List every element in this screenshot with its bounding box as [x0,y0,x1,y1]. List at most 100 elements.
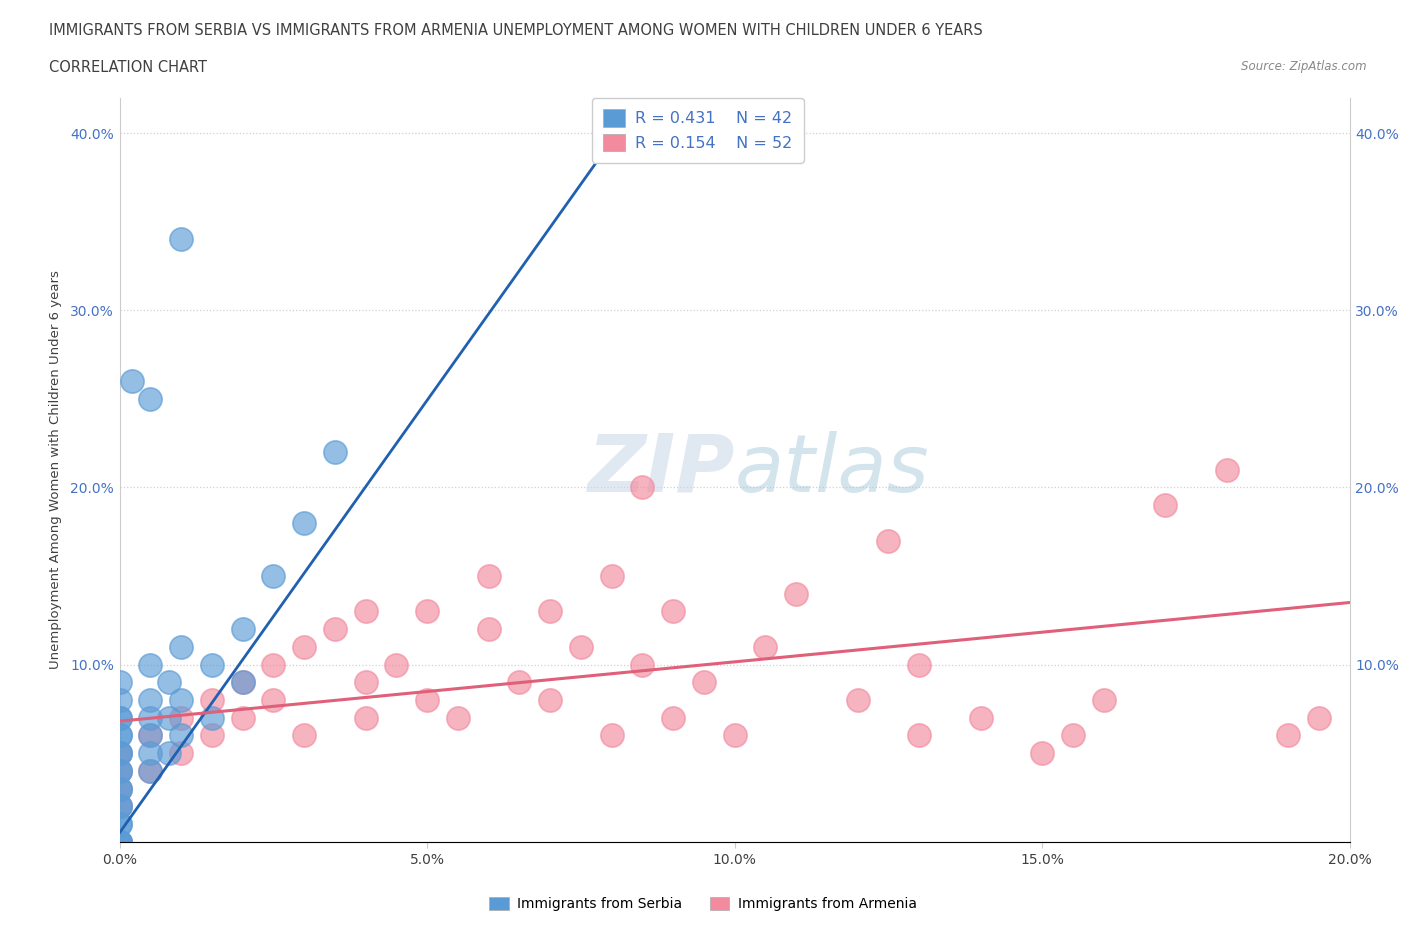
Point [108,711,131,725]
Point [139,764,162,778]
Point [231,675,254,690]
Point [108,799,131,814]
Point [139,746,162,761]
Point [231,675,254,690]
Point [323,445,346,459]
Point [569,639,592,654]
Point [201,711,224,725]
Text: IMMIGRANTS FROM SERBIA VS IMMIGRANTS FROM ARMENIA UNEMPLOYMENT AMONG WOMEN WITH : IMMIGRANTS FROM SERBIA VS IMMIGRANTS FRO… [49,23,983,38]
Point [139,392,162,406]
Point [292,639,315,654]
Point [108,834,131,849]
Point [108,834,131,849]
Point [170,232,193,246]
Point [139,728,162,743]
Point [108,746,131,761]
Point [108,817,131,831]
Point [662,711,685,725]
Legend: Immigrants from Serbia, Immigrants from Armenia: Immigrants from Serbia, Immigrants from … [482,891,924,919]
Point [108,781,131,796]
Point [508,675,530,690]
Point [1031,746,1053,761]
Point [231,711,254,725]
Y-axis label: Unemployment Among Women with Children Under 6 years: Unemployment Among Women with Children U… [49,271,62,669]
Point [477,621,501,636]
Point [157,746,180,761]
Point [908,728,931,743]
Point [108,834,131,849]
Point [139,693,162,708]
Point [1308,711,1330,725]
Point [108,764,131,778]
Point [877,533,900,548]
Point [723,728,745,743]
Point [323,621,346,636]
Point [108,711,131,725]
Point [262,658,284,672]
Point [170,693,193,708]
Point [231,621,254,636]
Point [108,728,131,743]
Text: ZIP: ZIP [588,431,734,509]
Point [108,781,131,796]
Point [600,568,623,583]
Text: CORRELATION CHART: CORRELATION CHART [49,60,207,75]
Point [139,764,162,778]
Point [1215,462,1237,477]
Point [108,675,131,690]
Point [139,728,162,743]
Point [292,515,315,530]
Point [108,746,131,761]
Point [754,639,776,654]
Point [139,711,162,725]
Point [201,693,224,708]
Point [477,568,501,583]
Point [170,639,193,654]
Point [108,817,131,831]
Point [908,658,931,672]
Point [354,711,377,725]
Point [354,675,377,690]
Point [262,568,284,583]
Point [416,604,439,618]
Point [157,675,180,690]
Point [108,728,131,743]
Point [1062,728,1084,743]
Point [693,675,716,690]
Point [170,746,193,761]
Point [1154,498,1177,512]
Point [1092,693,1115,708]
Point [662,604,685,618]
Point [354,604,377,618]
Point [970,711,993,725]
Point [262,693,284,708]
Text: atlas: atlas [734,431,929,509]
Point [416,693,439,708]
Legend: R = 0.431    N = 42, R = 0.154    N = 52: R = 0.431 N = 42, R = 0.154 N = 52 [592,99,803,163]
Point [108,693,131,708]
Point [108,799,131,814]
Point [447,711,470,725]
Point [108,764,131,778]
Point [121,374,143,389]
Point [108,764,131,778]
Point [631,480,654,495]
Text: Source: ZipAtlas.com: Source: ZipAtlas.com [1241,60,1367,73]
Point [846,693,869,708]
Point [538,604,561,618]
Point [139,658,162,672]
Point [201,728,224,743]
Point [108,834,131,849]
Point [292,728,315,743]
Point [157,711,180,725]
Point [385,658,408,672]
Point [785,586,807,601]
Point [201,658,224,672]
Point [108,746,131,761]
Point [108,781,131,796]
Point [170,728,193,743]
Point [170,711,193,725]
Point [600,728,623,743]
Point [1277,728,1299,743]
Point [108,799,131,814]
